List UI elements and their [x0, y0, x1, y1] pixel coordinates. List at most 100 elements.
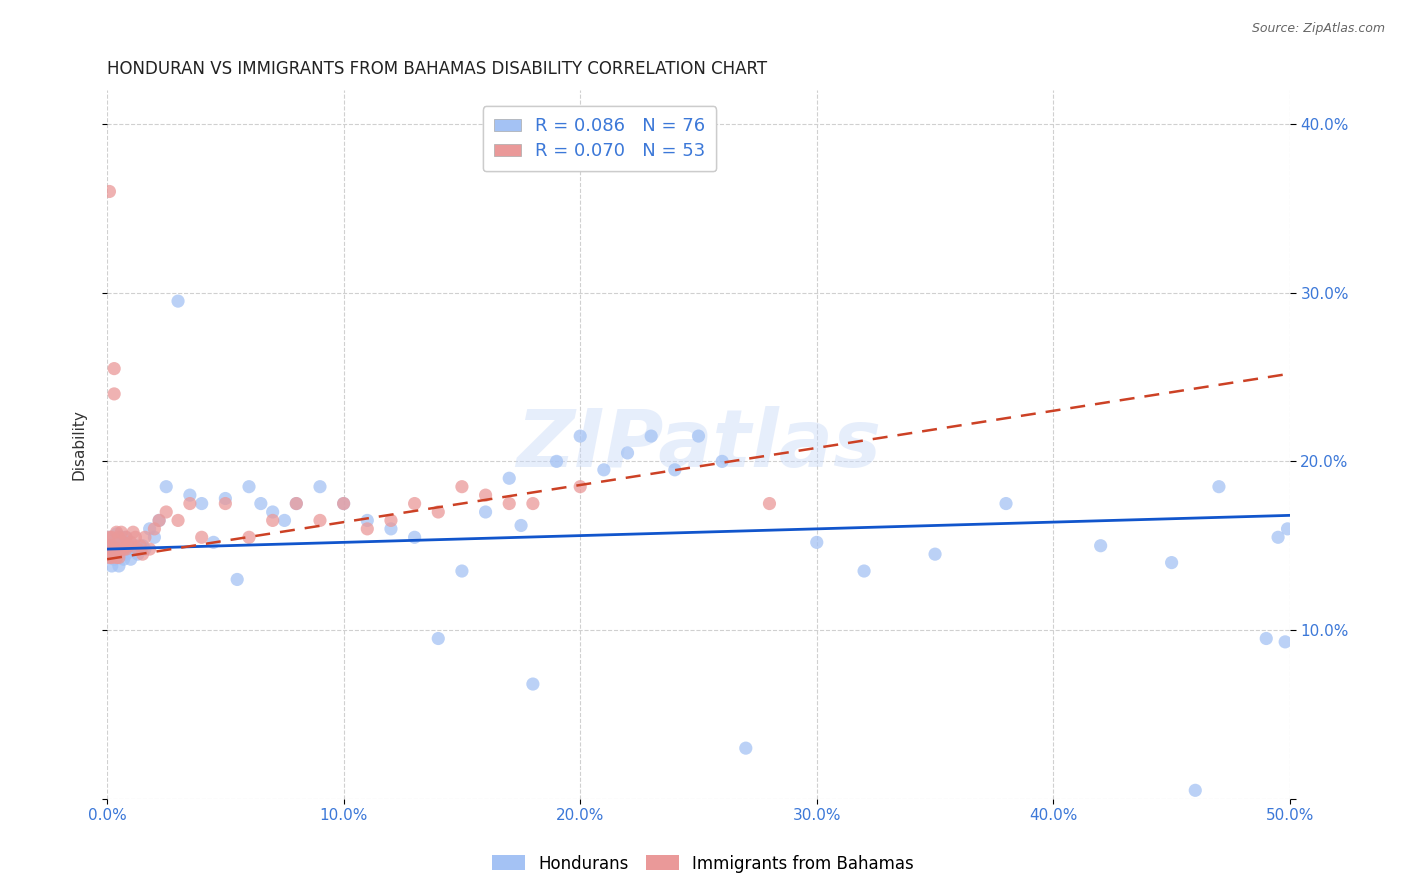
Point	[356, 513, 378, 527]
Point	[110, 542, 132, 557]
Point	[190, 530, 212, 544]
Point	[127, 542, 149, 557]
Point	[129, 539, 152, 553]
Point	[105, 550, 128, 565]
Point	[1160, 556, 1182, 570]
Point	[134, 530, 156, 544]
Point	[129, 542, 152, 557]
Point	[226, 573, 249, 587]
Point	[404, 497, 426, 511]
Point	[569, 480, 592, 494]
Point	[148, 513, 170, 527]
Point	[98, 542, 121, 557]
Point	[105, 550, 128, 565]
Point	[120, 552, 142, 566]
Point	[110, 530, 132, 544]
Point	[101, 550, 124, 565]
Point	[117, 539, 139, 553]
Point	[131, 539, 153, 553]
Point	[124, 530, 146, 544]
Text: ZIPatlas: ZIPatlas	[516, 406, 882, 483]
Point	[98, 542, 121, 557]
Point	[1208, 480, 1230, 494]
Point	[214, 497, 236, 511]
Point	[101, 558, 124, 573]
Text: HONDURAN VS IMMIGRANTS FROM BAHAMAS DISABILITY CORRELATION CHART: HONDURAN VS IMMIGRANTS FROM BAHAMAS DISA…	[107, 60, 768, 78]
Legend: R = 0.086   N = 76, R = 0.070   N = 53: R = 0.086 N = 76, R = 0.070 N = 53	[482, 106, 716, 171]
Point	[332, 497, 354, 511]
Point	[711, 454, 734, 468]
Point	[616, 446, 638, 460]
Point	[155, 505, 177, 519]
Point	[112, 542, 135, 557]
Point	[143, 530, 166, 544]
Point	[101, 539, 124, 553]
Point	[103, 535, 125, 549]
Point	[120, 539, 142, 553]
Point	[522, 497, 544, 511]
Point	[108, 547, 131, 561]
Point	[273, 513, 295, 527]
Point	[110, 542, 132, 557]
Point	[285, 497, 308, 511]
Point	[806, 535, 828, 549]
Point	[238, 530, 260, 544]
Point	[112, 535, 135, 549]
Point	[105, 527, 128, 541]
Point	[262, 513, 284, 527]
Text: Source: ZipAtlas.com: Source: ZipAtlas.com	[1251, 22, 1385, 36]
Point	[179, 497, 201, 511]
Point	[250, 497, 273, 511]
Point	[167, 294, 190, 309]
Point	[148, 513, 170, 527]
Point	[105, 539, 128, 553]
Point	[995, 497, 1018, 511]
Point	[115, 530, 138, 544]
Point	[309, 480, 332, 494]
Point	[124, 539, 146, 553]
Point	[190, 497, 212, 511]
Point	[105, 525, 128, 540]
Point	[115, 530, 138, 544]
Point	[131, 547, 153, 561]
Point	[98, 530, 121, 544]
Point	[546, 454, 568, 468]
Point	[758, 497, 780, 511]
Point	[451, 480, 474, 494]
Point	[510, 518, 533, 533]
Legend: Hondurans, Immigrants from Bahamas: Hondurans, Immigrants from Bahamas	[485, 848, 921, 880]
Point	[1090, 539, 1112, 553]
Point	[105, 542, 128, 557]
Point	[103, 542, 125, 557]
Point	[127, 547, 149, 561]
Point	[522, 677, 544, 691]
Point	[853, 564, 876, 578]
Point	[117, 542, 139, 557]
Point	[98, 530, 121, 544]
Point	[179, 488, 201, 502]
Point	[122, 542, 145, 557]
Point	[214, 491, 236, 506]
Point	[112, 552, 135, 566]
Point	[112, 539, 135, 553]
Point	[285, 497, 308, 511]
Point	[1274, 635, 1296, 649]
Point	[155, 480, 177, 494]
Point	[108, 550, 131, 565]
Point	[498, 471, 520, 485]
Point	[664, 463, 686, 477]
Point	[122, 525, 145, 540]
Point	[110, 525, 132, 540]
Point	[640, 429, 662, 443]
Point	[734, 741, 756, 756]
Point	[592, 463, 614, 477]
Point	[380, 513, 402, 527]
Point	[101, 539, 124, 553]
Point	[569, 429, 592, 443]
Point	[688, 429, 710, 443]
Point	[356, 522, 378, 536]
Point	[138, 522, 160, 536]
Point	[115, 542, 138, 557]
Point	[103, 552, 125, 566]
Point	[167, 513, 190, 527]
